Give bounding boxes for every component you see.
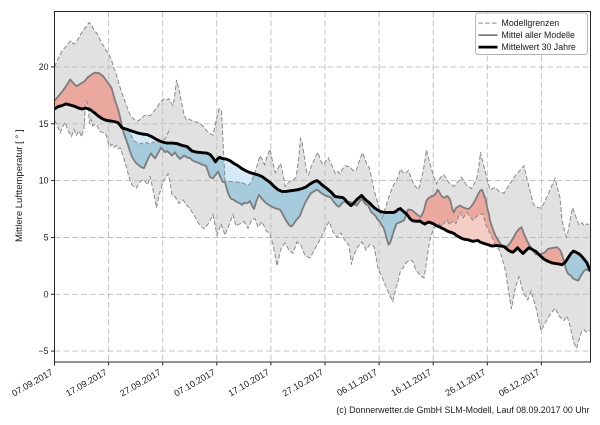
svg-text:20: 20: [39, 62, 49, 72]
svg-text:Mittlere Lufttemperatur [ ° ]: Mittlere Lufttemperatur [ ° ]: [14, 129, 25, 242]
svg-text:10: 10: [39, 176, 49, 186]
svg-text:(c) Donnerwetter.de GmbH SLM-M: (c) Donnerwetter.de GmbH SLM-Modell, Lau…: [336, 405, 589, 415]
svg-text:15: 15: [39, 119, 49, 129]
svg-text:Mittelwert 30 Jahre: Mittelwert 30 Jahre: [502, 42, 576, 52]
svg-text:5: 5: [44, 233, 49, 243]
svg-text:−5: −5: [38, 346, 48, 356]
svg-text:Mittel aller Modelle: Mittel aller Modelle: [502, 30, 575, 40]
svg-text:Modellgrenzen: Modellgrenzen: [502, 18, 560, 28]
svg-text:0: 0: [44, 289, 49, 299]
